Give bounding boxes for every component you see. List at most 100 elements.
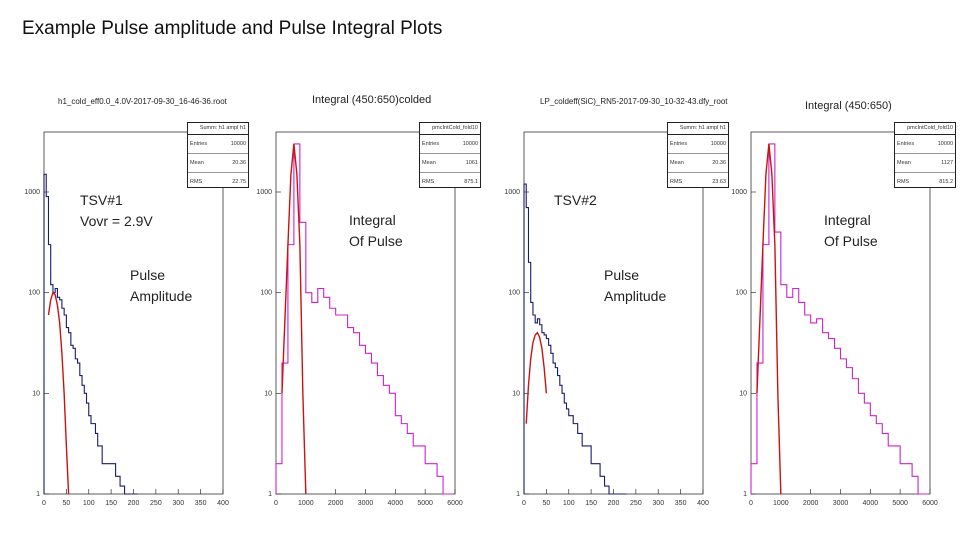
annotation-pulse-amplitude: Pulse Amplitude bbox=[130, 265, 192, 307]
x-tick-label: 5000 bbox=[892, 500, 908, 507]
y-tick-label: 10 bbox=[739, 390, 747, 397]
y-tick-label: 1000 bbox=[504, 189, 520, 196]
x-tick-label: 0 bbox=[274, 500, 278, 507]
y-tick-label: 100 bbox=[260, 290, 272, 297]
x-tick-label: 1000 bbox=[773, 500, 789, 507]
annotation-line: Pulse bbox=[604, 267, 640, 283]
stats-label-mean: Mean bbox=[670, 160, 684, 166]
x-tick-label: 2000 bbox=[328, 500, 344, 507]
y-tick-label: 1 bbox=[268, 491, 272, 498]
y-tick-label: 100 bbox=[735, 290, 747, 297]
x-tick-label: 400 bbox=[697, 500, 709, 507]
stats-box-header: pmcIntCold_fold10 bbox=[895, 123, 955, 135]
histogram-series bbox=[43, 173, 138, 495]
annotation-integral-of-pulse: Integral Of Pulse bbox=[349, 210, 403, 252]
stats-box: pmcIntCold_fold10 Entries 10000 Mean 1061 … bbox=[419, 122, 481, 188]
y-tick-label: 10 bbox=[512, 390, 520, 397]
x-tick-label: 1000 bbox=[298, 500, 314, 507]
x-tick-label: 0 bbox=[42, 500, 46, 507]
annotation-line: Integral bbox=[824, 212, 871, 228]
x-tick-label: 50 bbox=[542, 500, 550, 507]
fit-curve bbox=[756, 143, 782, 495]
stats-label-mean: Mean bbox=[422, 160, 436, 166]
annotation-tsv: TSV#1 Vovr = 2.9V bbox=[80, 190, 153, 232]
x-tick-label: 6000 bbox=[922, 500, 938, 507]
x-tick-label: 350 bbox=[675, 500, 687, 507]
histogram-title: Integral (450:650)colded bbox=[312, 94, 432, 106]
histogram-panel-1: h1_cold_eff0.0_4.0V-2017-09-30_16-46-36.… bbox=[24, 92, 249, 512]
fit-curve bbox=[47, 291, 70, 495]
histogram-title: Integral (450:650) bbox=[805, 100, 892, 112]
annotation-line: Of Pulse bbox=[349, 233, 403, 249]
annotation-pulse-amplitude: Pulse Amplitude bbox=[604, 265, 666, 307]
histogram-panel-3: LP_coldeff(SiC)_RN5-2017-09-30_10-32-43.… bbox=[504, 92, 729, 512]
histogram-panel-2: Integral (450:650)colded 1 10 100 1000 0 1000… bbox=[256, 92, 481, 512]
y-tick-label: 1000 bbox=[256, 189, 272, 196]
stats-box-header: Summ: h1 ampl h1 bbox=[188, 123, 248, 135]
y-tick-label: 1000 bbox=[24, 189, 40, 196]
y-tick-label: 10 bbox=[32, 390, 40, 397]
x-tick-label: 150 bbox=[585, 500, 597, 507]
x-tick-label: 2000 bbox=[803, 500, 819, 507]
annotation-line: TSV#1 bbox=[80, 192, 123, 208]
x-tick-label: 400 bbox=[217, 500, 229, 507]
stats-mean: 1127 bbox=[941, 160, 953, 166]
histogram-plot: 1 10 100 1000 0 1000 2000 3000 4000 5000 6000 bbox=[256, 131, 463, 507]
fit-curve bbox=[281, 143, 307, 495]
stats-label-mean: Mean bbox=[897, 160, 911, 166]
histogram-panel-4: Integral (450:650) 1 10 100 1000 0 1000 2000 30… bbox=[731, 92, 956, 512]
stats-rms: 23.63 bbox=[712, 179, 726, 185]
stats-rms: 875.1 bbox=[464, 179, 478, 185]
stats-label-entries: Entries bbox=[670, 141, 688, 147]
stats-mean: 20.36 bbox=[712, 160, 726, 166]
x-tick-label: 3000 bbox=[833, 500, 849, 507]
y-tick-label: 1 bbox=[36, 491, 40, 498]
histogram-plot: 1 10 100 1000 0 50 100 150 200 250 300 350 400 bbox=[504, 131, 709, 507]
stats-mean: 20.36 bbox=[232, 160, 246, 166]
x-tick-label: 200 bbox=[128, 500, 140, 507]
stats-label-rms: RMS bbox=[422, 179, 435, 185]
stats-rms: 815.2 bbox=[939, 179, 953, 185]
stats-entries: 10000 bbox=[710, 141, 726, 147]
x-tick-label: 300 bbox=[172, 500, 184, 507]
y-tick-label: 1 bbox=[516, 491, 520, 498]
histogram-series bbox=[523, 183, 627, 495]
stats-entries: 10000 bbox=[937, 141, 953, 147]
histogram-title: h1_cold_eff0.0_4.0V-2017-09-30_16-46-36.… bbox=[58, 97, 227, 106]
stats-mean: 1061 bbox=[465, 160, 478, 166]
stats-label-rms: RMS bbox=[670, 179, 683, 185]
histogram-series bbox=[275, 143, 454, 495]
y-tick-label: 1000 bbox=[731, 189, 747, 196]
annotation-line: Amplitude bbox=[604, 288, 667, 304]
x-tick-label: 100 bbox=[563, 500, 575, 507]
x-tick-label: 100 bbox=[83, 500, 95, 507]
x-tick-label: 350 bbox=[195, 500, 207, 507]
y-tick-label: 1 bbox=[743, 491, 747, 498]
stats-label-entries: Entries bbox=[897, 141, 915, 147]
y-tick-label: 100 bbox=[508, 290, 520, 297]
fit-curve bbox=[525, 331, 548, 424]
stats-label-entries: Entries bbox=[422, 141, 440, 147]
x-tick-label: 0 bbox=[749, 500, 753, 507]
x-tick-label: 150 bbox=[105, 500, 117, 507]
annotation-line: TSV#2 bbox=[554, 192, 597, 208]
annotation-line: Pulse bbox=[130, 267, 166, 283]
stats-entries: 10000 bbox=[230, 141, 246, 147]
y-tick-label: 10 bbox=[264, 390, 272, 397]
x-tick-label: 250 bbox=[150, 500, 162, 507]
annotation-line: Vovr = 2.9V bbox=[80, 213, 153, 229]
x-tick-label: 200 bbox=[608, 500, 620, 507]
annotation-line: Amplitude bbox=[130, 288, 193, 304]
stats-box-header: pmcIntCold_fold10 bbox=[420, 123, 480, 135]
x-tick-label: 5000 bbox=[417, 500, 433, 507]
x-tick-label: 6000 bbox=[447, 500, 463, 507]
x-tick-label: 0 bbox=[522, 500, 526, 507]
y-tick-label: 100 bbox=[28, 290, 40, 297]
annotation-integral-of-pulse: Integral Of Pulse bbox=[824, 210, 878, 252]
histogram-plot: 1 10 100 1000 0 50 100 150 200 250 300 350 400 bbox=[24, 131, 229, 507]
histogram-title: LP_coldeff(SiC)_RN5-2017-09-30_10-32-43.… bbox=[540, 97, 728, 106]
stats-box-header: Summ: h1 ampl h1 bbox=[668, 123, 728, 135]
stats-box: Summ: h1 ampl h1 Entries 10000 Mean 20.36 … bbox=[187, 122, 249, 188]
x-tick-label: 50 bbox=[62, 500, 70, 507]
slide-title: Example Pulse amplitude and Pulse Integr… bbox=[22, 18, 443, 39]
